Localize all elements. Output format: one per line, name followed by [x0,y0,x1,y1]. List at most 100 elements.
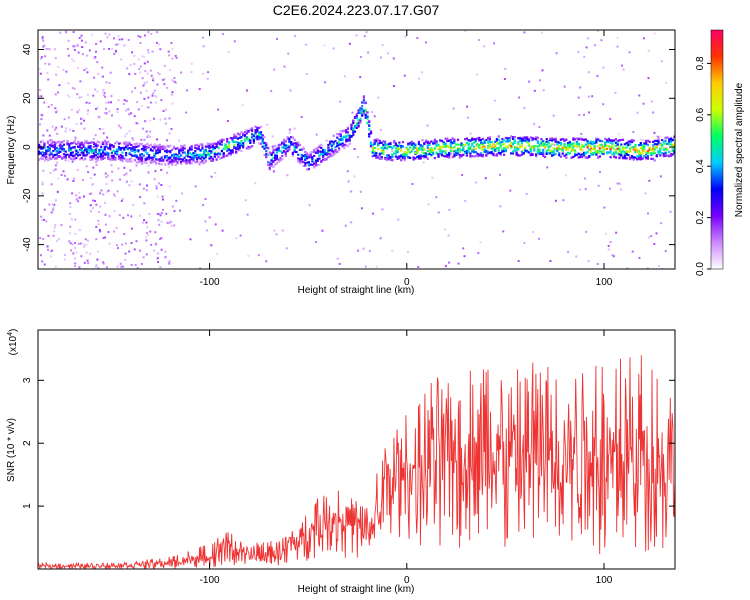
heatmap-cell [158,159,161,162]
heatmap-cell [513,136,516,139]
heatmap-cell [362,112,365,115]
heatmap-cell [375,265,378,268]
heatmap-cell [359,121,362,124]
heatmap-cell [189,238,192,241]
heatmap-cell [574,154,577,157]
heatmap-cell [162,145,165,148]
heatmap-cell [80,156,83,160]
heatmap-cell [398,156,401,159]
heatmap-cell [574,149,577,152]
heatmap-cell [645,142,648,145]
heatmap-cell [201,159,204,162]
heatmap-cell [424,139,428,142]
heatmap-cell [476,152,479,155]
heatmap-cell [162,110,165,112]
heatmap-cell [613,155,616,158]
heatmap-cell [72,252,75,255]
heatmap-cell [202,204,205,207]
heatmap-cell [456,143,460,146]
heatmap-cell [142,187,145,190]
heatmap-cell [540,151,543,154]
heatmap-cell [125,154,128,157]
heatmap-cell [485,150,488,153]
heatmap-cell [274,154,277,157]
heatmap-cell [320,143,323,146]
heatmap-cell [294,35,296,37]
heatmap-cell [174,54,177,57]
heatmap-cell [528,80,531,83]
heatmap-cell [668,138,671,141]
heatmap-cell [350,128,353,131]
heatmap-cell [227,146,231,149]
heatmap-cell [417,140,420,143]
heatmap-cell [123,174,126,177]
heatmap-cell [69,225,72,228]
heatmap-cell [527,143,531,146]
heatmap-cell [160,163,163,166]
heatmap-cell [645,156,648,159]
heatmap-cell [412,142,415,145]
heatmap-cell [668,142,671,146]
heatmap-cell [147,51,150,54]
heatmap-cell [192,159,195,162]
heatmap-cell [103,91,106,94]
heatmap-cell [389,158,392,161]
heatmap-cell [427,203,430,206]
heatmap-cell [66,153,69,156]
heatmap-cell [279,143,282,146]
heatmap-cell [616,147,619,150]
heatmap-cell [618,150,621,153]
heatmap-cell [416,149,419,152]
heatmap-cell [194,146,197,149]
heatmap-cell [145,189,148,192]
heatmap-cell [591,152,594,155]
heatmap-cell [652,150,655,153]
heatmap-cell [139,196,142,199]
heatmap-cell [653,32,656,35]
heatmap-cell [531,137,534,140]
heatmap-cell [148,155,151,159]
heatmap-cell [89,158,92,161]
heatmap-cell [518,96,520,99]
heatmap-cell [533,149,536,152]
heatmap-cell [181,148,184,151]
heatmap-cell [179,209,182,212]
heatmap-cell [291,154,294,157]
heatmap-cell [593,141,596,144]
heatmap-cell [190,145,193,148]
heatmap-cell [380,141,383,144]
heatmap-cell [144,150,147,153]
heatmap-cell [84,267,87,269]
heatmap-cell [318,163,321,166]
heatmap-cell [588,141,591,144]
heatmap-cell [57,155,60,158]
heatmap-cell [78,145,81,149]
heatmap-cell [59,155,62,158]
heatmap-cell [629,147,632,150]
heatmap-cell [581,156,584,159]
heatmap-cell [322,152,325,155]
heatmap-cell [488,141,491,144]
heatmap-cell [435,152,438,155]
heatmap-cell [41,157,44,161]
heatmap-cell [290,141,293,144]
x-tick-label: 100 [596,575,613,586]
heatmap-cell [161,155,164,158]
heatmap-cell [655,143,658,146]
heatmap-cell [156,151,160,154]
heatmap-cell [87,142,90,145]
heatmap-cell [430,146,433,150]
heatmap-cell [650,157,653,160]
heatmap-cell [69,232,72,235]
heatmap-cell [538,126,541,129]
heatmap-cell [579,137,582,140]
heatmap-cell [233,40,236,43]
heatmap-cell [559,148,562,151]
heatmap-cell [194,144,197,147]
heatmap-cell [384,146,387,149]
heatmap-cell [623,150,626,154]
heatmap-cell [138,67,141,70]
heatmap-cell [53,203,56,206]
heatmap-cell [270,152,273,155]
heatmap-cell [453,153,456,156]
